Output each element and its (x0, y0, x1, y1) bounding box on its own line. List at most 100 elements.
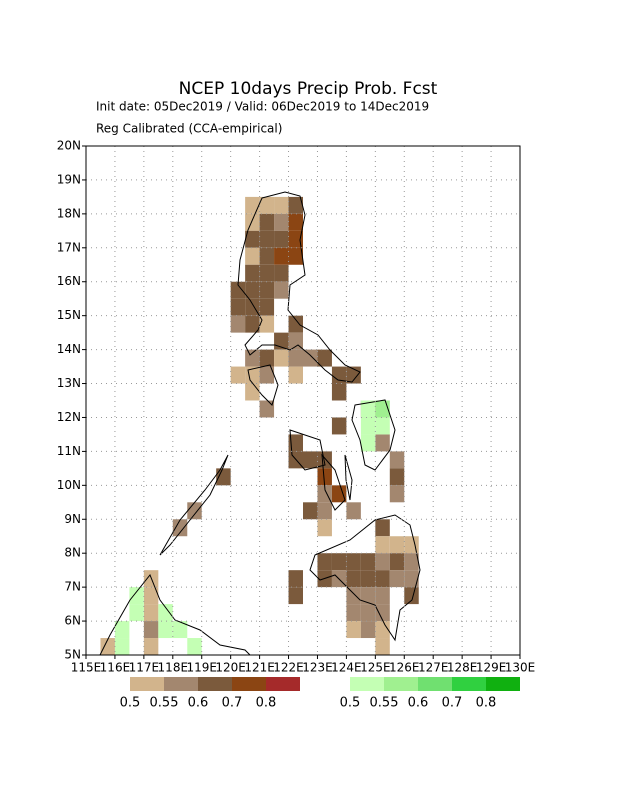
y-tick-label: 5N (64, 648, 81, 662)
y-tick-label: 20N (57, 139, 81, 153)
grid-cell (245, 298, 260, 316)
grid-cell (274, 332, 289, 350)
x-tick-label: 123E (302, 661, 333, 675)
legend-label: 0.7 (442, 696, 463, 711)
x-tick-label: 121E (244, 661, 275, 675)
grid-cell (274, 213, 289, 231)
grid-cell (404, 570, 419, 588)
grid-cell (288, 230, 303, 248)
grid-cell (346, 621, 361, 639)
legend-label: 0.5 (340, 696, 361, 711)
y-tick-label: 15N (57, 308, 81, 322)
grid-cell (317, 451, 332, 469)
grid-cell (317, 485, 332, 503)
grid-cell (303, 349, 318, 367)
legend-swatch (164, 677, 198, 691)
grid-cell (360, 570, 376, 588)
grid-cell (216, 468, 231, 486)
grid-cell (375, 638, 390, 655)
grid-cell (245, 213, 260, 231)
grid-cell (230, 298, 246, 316)
legend-label: 0.7 (222, 696, 243, 711)
grid-cell (360, 434, 376, 452)
legend-swatch (418, 677, 452, 691)
grid-cell (360, 400, 376, 418)
x-tick-label: 125E (360, 661, 391, 675)
y-tick-label: 17N (57, 240, 81, 254)
grid-cell (288, 196, 303, 214)
x-tick-label: 127E (418, 661, 449, 675)
x-tick-label: 116E (100, 661, 131, 675)
grid-cell (245, 281, 260, 299)
grid-cell (331, 485, 347, 503)
x-tick-label: 115E (71, 661, 102, 675)
grid-cell (230, 366, 246, 384)
legend-label: 0.55 (150, 696, 179, 711)
grid-cell (360, 621, 376, 639)
plot-frame (85, 145, 521, 656)
grid-cell (346, 604, 361, 622)
grid-cell (288, 570, 303, 588)
grid-cell (259, 349, 275, 367)
grid-cell (158, 621, 173, 639)
grid-cell (259, 366, 275, 384)
grid-cell (331, 366, 347, 384)
x-tick-label: 129E (476, 661, 507, 675)
y-tick-label: 7N (64, 580, 81, 594)
grid-cell (389, 451, 405, 469)
grid-cell (259, 264, 275, 282)
grid-cell (375, 417, 390, 435)
legend-label: 0.8 (476, 696, 497, 711)
grid-cell (288, 213, 303, 231)
grid-cell (259, 196, 275, 214)
grid-cell (259, 298, 275, 316)
legend-swatch (198, 677, 232, 691)
grid-cell (274, 349, 289, 367)
grid-cell (303, 502, 318, 520)
grid-cell (404, 536, 419, 554)
grid-cell (331, 553, 347, 571)
grid-cell (143, 587, 159, 605)
grid-cell (375, 621, 390, 639)
legend-swatch (452, 677, 486, 691)
grid-cell (230, 281, 246, 299)
grid-cell (288, 434, 303, 452)
subtitle: Init date: 05Dec2019 / Valid: 06Dec2019 … (96, 100, 429, 114)
grid-cell (187, 638, 202, 655)
legend-label: 0.8 (256, 696, 277, 711)
grid-cell (360, 587, 376, 605)
grid-cell (245, 383, 260, 401)
legend-label: 0.6 (188, 696, 209, 711)
grid-cell (346, 570, 361, 588)
grid-cell (375, 536, 390, 554)
x-tick-label: 126E (389, 661, 420, 675)
y-tick-label: 16N (57, 274, 81, 288)
grid-cell (187, 502, 202, 520)
coastlines (99, 191, 421, 656)
grid-cell (375, 434, 390, 452)
y-tick-label: 12N (57, 410, 81, 424)
grid-cell (143, 638, 159, 655)
grid-cell (274, 247, 289, 265)
grid-cell (259, 281, 275, 299)
grid-cell (375, 553, 390, 571)
grid-cell (259, 400, 275, 418)
x-tick-label: 124E (331, 661, 362, 675)
x-tick-label: 120E (215, 661, 246, 675)
grid-cell (245, 349, 260, 367)
grid-cell (375, 604, 390, 622)
x-tick-label: 128E (447, 661, 478, 675)
legend-swatch (486, 677, 520, 691)
grid-cell (288, 349, 303, 367)
grid-cell (230, 315, 246, 333)
note: Reg Calibrated (CCA-empirical) (96, 122, 282, 136)
grid-cell (259, 213, 275, 231)
grid-cell (389, 570, 405, 588)
grid-cell (331, 383, 347, 401)
grid-cell (114, 638, 130, 655)
grid-cell (143, 604, 159, 622)
grid-cell (288, 587, 303, 605)
grid-cell (375, 587, 390, 605)
grid-cell (288, 247, 303, 265)
grid-cell (317, 519, 332, 537)
